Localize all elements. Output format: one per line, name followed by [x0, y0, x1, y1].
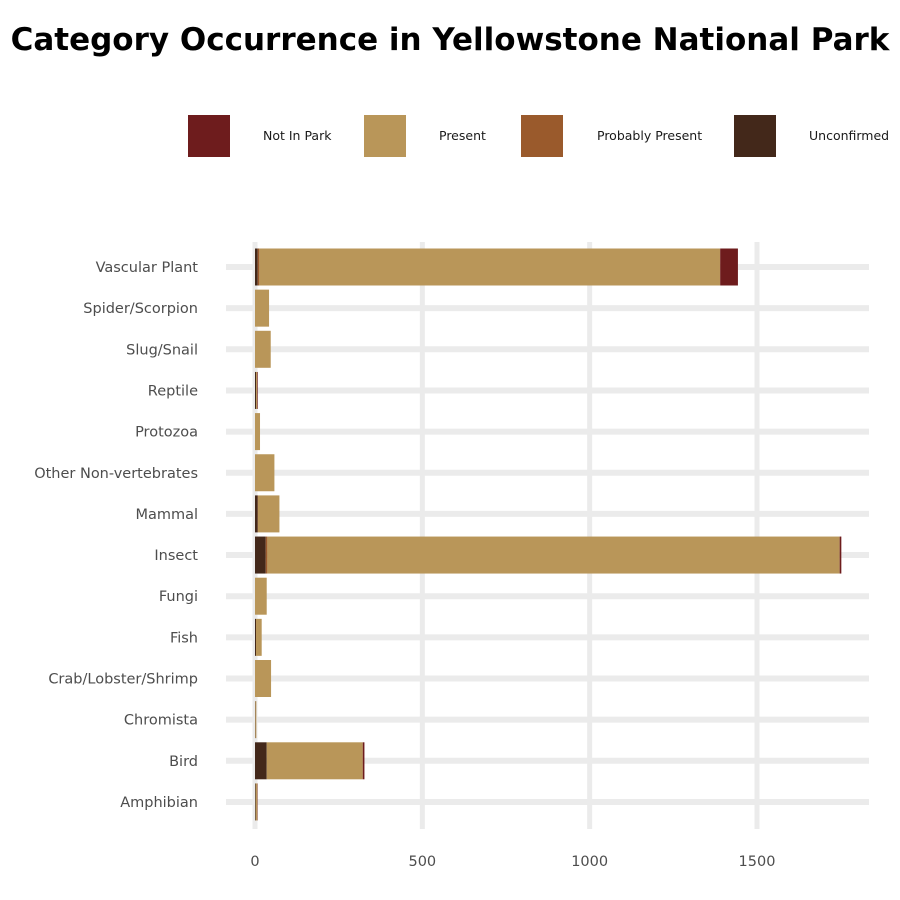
category-label-insect: Insect: [154, 548, 198, 564]
bar-reptile-not-in-park: [257, 371, 258, 409]
x-tick-label-500: 500: [408, 854, 436, 870]
bar-crab-lobster-shrimp-present: [255, 660, 272, 697]
bar-protozoa-present: [255, 413, 261, 451]
legend-swatch-probably-present: [521, 115, 563, 157]
category-label-crab-lobster-shrimp: Crab/Lobster/Shrimp: [48, 672, 198, 688]
bar-vascular-plant-unconfirmed: [255, 248, 258, 286]
bar-amphibian-unconfirmed: [255, 783, 256, 821]
legend-swatch-not-in-park: [188, 115, 230, 157]
bar-insect-probably-present: [265, 536, 268, 574]
category-label-chromista: Chromista: [124, 713, 198, 729]
bar-mammal-present: [258, 495, 280, 533]
x-tick-label-1500: 1500: [739, 854, 776, 870]
legend-label-probably-present: Probably Present: [597, 128, 703, 143]
bar-vascular-plant-probably-present: [257, 248, 260, 286]
grid-layer: [226, 242, 869, 829]
bar-chromista-present: [255, 701, 257, 739]
x-tick-label-1000: 1000: [571, 854, 608, 870]
category-label-fungi: Fungi: [159, 589, 198, 605]
category-label-mammal: Mammal: [135, 507, 198, 523]
bar-insect-unconfirmed: [255, 536, 266, 574]
category-label-other-non-vertebrates: Other Non-vertebrates: [34, 466, 198, 482]
chart-title: Category Occurrence in Yellowstone Natio…: [10, 22, 890, 58]
category-label-fish: Fish: [170, 630, 198, 646]
legend-swatch-unconfirmed: [734, 115, 776, 157]
legend-label-not-in-park: Not In Park: [263, 128, 332, 143]
bar-other-non-vertebrates-present: [255, 454, 275, 492]
bar-reptile-unconfirmed: [255, 371, 257, 409]
category-label-spider-scorpion: Spider/Scorpion: [83, 301, 198, 317]
legend-label-unconfirmed: Unconfirmed: [809, 128, 890, 143]
label-layer: 0 500 1000 1500 Vascular Plant Spider/Scorpio…: [34, 260, 775, 870]
legend-swatch-present: [364, 115, 406, 157]
bar-bird-unconfirmed: [255, 742, 267, 780]
bar-layer: [255, 248, 842, 821]
legend: Not In Park Present Probably Present Unc…: [0, 0, 900, 200]
bar-mammal-unconfirmed: [255, 495, 258, 533]
bar-reptile-present: [256, 371, 258, 409]
x-tick-label-0: 0: [250, 854, 259, 870]
category-label-reptile: Reptile: [148, 383, 198, 399]
bar-fungi-present: [255, 577, 267, 615]
category-label-amphibian: Amphibian: [120, 795, 198, 811]
bar-bird-not-in-park: [362, 742, 365, 780]
bar-amphibian-present: [255, 783, 258, 821]
bar-vascular-plant-present: [259, 248, 721, 286]
bar-insect-not-in-park: [839, 536, 842, 574]
category-label-protozoa: Protozoa: [135, 425, 198, 441]
bar-spider-scorpion-present: [255, 289, 270, 327]
category-label-vascular-plant: Vascular Plant: [96, 260, 199, 276]
bar-vascular-plant-not-in-park: [720, 248, 738, 286]
bar-fish-present: [256, 618, 262, 656]
bar-fish-unconfirmed: [255, 618, 257, 656]
legend-label-present: Present: [439, 128, 486, 143]
bar-bird-present: [266, 742, 363, 780]
category-label-slug-snail: Slug/Snail: [126, 342, 198, 358]
category-label-bird: Bird: [169, 754, 198, 770]
bar-slug-snail-present: [255, 330, 271, 368]
bar-insect-present: [267, 536, 840, 574]
